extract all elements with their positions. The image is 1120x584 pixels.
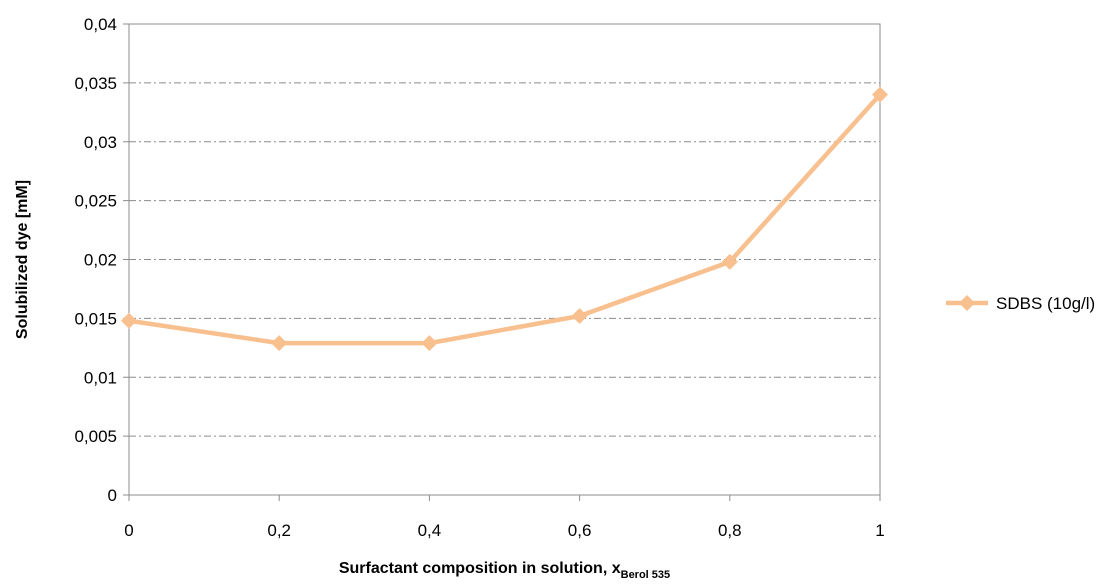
data-point-marker [121,312,137,329]
y-tick-labels: 0 0,005 0,01 0,015 0,02 0,025 0,03 0,035 0,04 [74,15,117,505]
y-tick-label: 0,025 [74,192,117,211]
y-tick-label: 0,03 [84,133,117,152]
x-axis-title-subscript: Berol 535 [621,569,671,581]
x-tick-label: 0,6 [568,521,592,540]
y-tick-label: 0,035 [74,74,117,93]
x-axis-title: Surfactant composition in solution, xBer… [339,560,670,581]
legend: SDBS (10g/l) [946,294,1095,313]
x-tick-label: 1 [875,521,884,540]
series-layer [121,86,888,352]
legend-label: SDBS (10g/l) [996,294,1095,313]
data-point-marker [571,308,588,325]
legend-marker [959,295,975,311]
y-axis-title: Solubilized dye [mM] [14,180,31,339]
y-tick-label: 0,01 [84,368,117,387]
data-point-marker [872,86,888,103]
x-tick-label: 0,4 [418,521,442,540]
y-tick-label: 0,02 [84,251,117,270]
x-axis-title-main: Surfactant composition in solution, x [339,560,621,577]
x-tick-label: 0,2 [267,521,291,540]
data-point-marker [271,335,288,352]
y-tick-label: 0,005 [74,427,117,446]
x-tick-label: 0 [124,521,133,540]
data-point-marker [721,253,738,270]
data-point-marker [421,335,438,352]
x-tick-label: 0,8 [718,521,742,540]
y-tick-label: 0 [108,486,117,505]
series-line [128,93,882,346]
axes [123,23,881,501]
gridlines [129,82,880,437]
y-tick-label: 0,015 [74,309,117,328]
y-tick-label: 0,04 [84,15,117,34]
x-tick-labels: 0 0,2 0,4 0,6 0,8 1 [124,521,884,540]
